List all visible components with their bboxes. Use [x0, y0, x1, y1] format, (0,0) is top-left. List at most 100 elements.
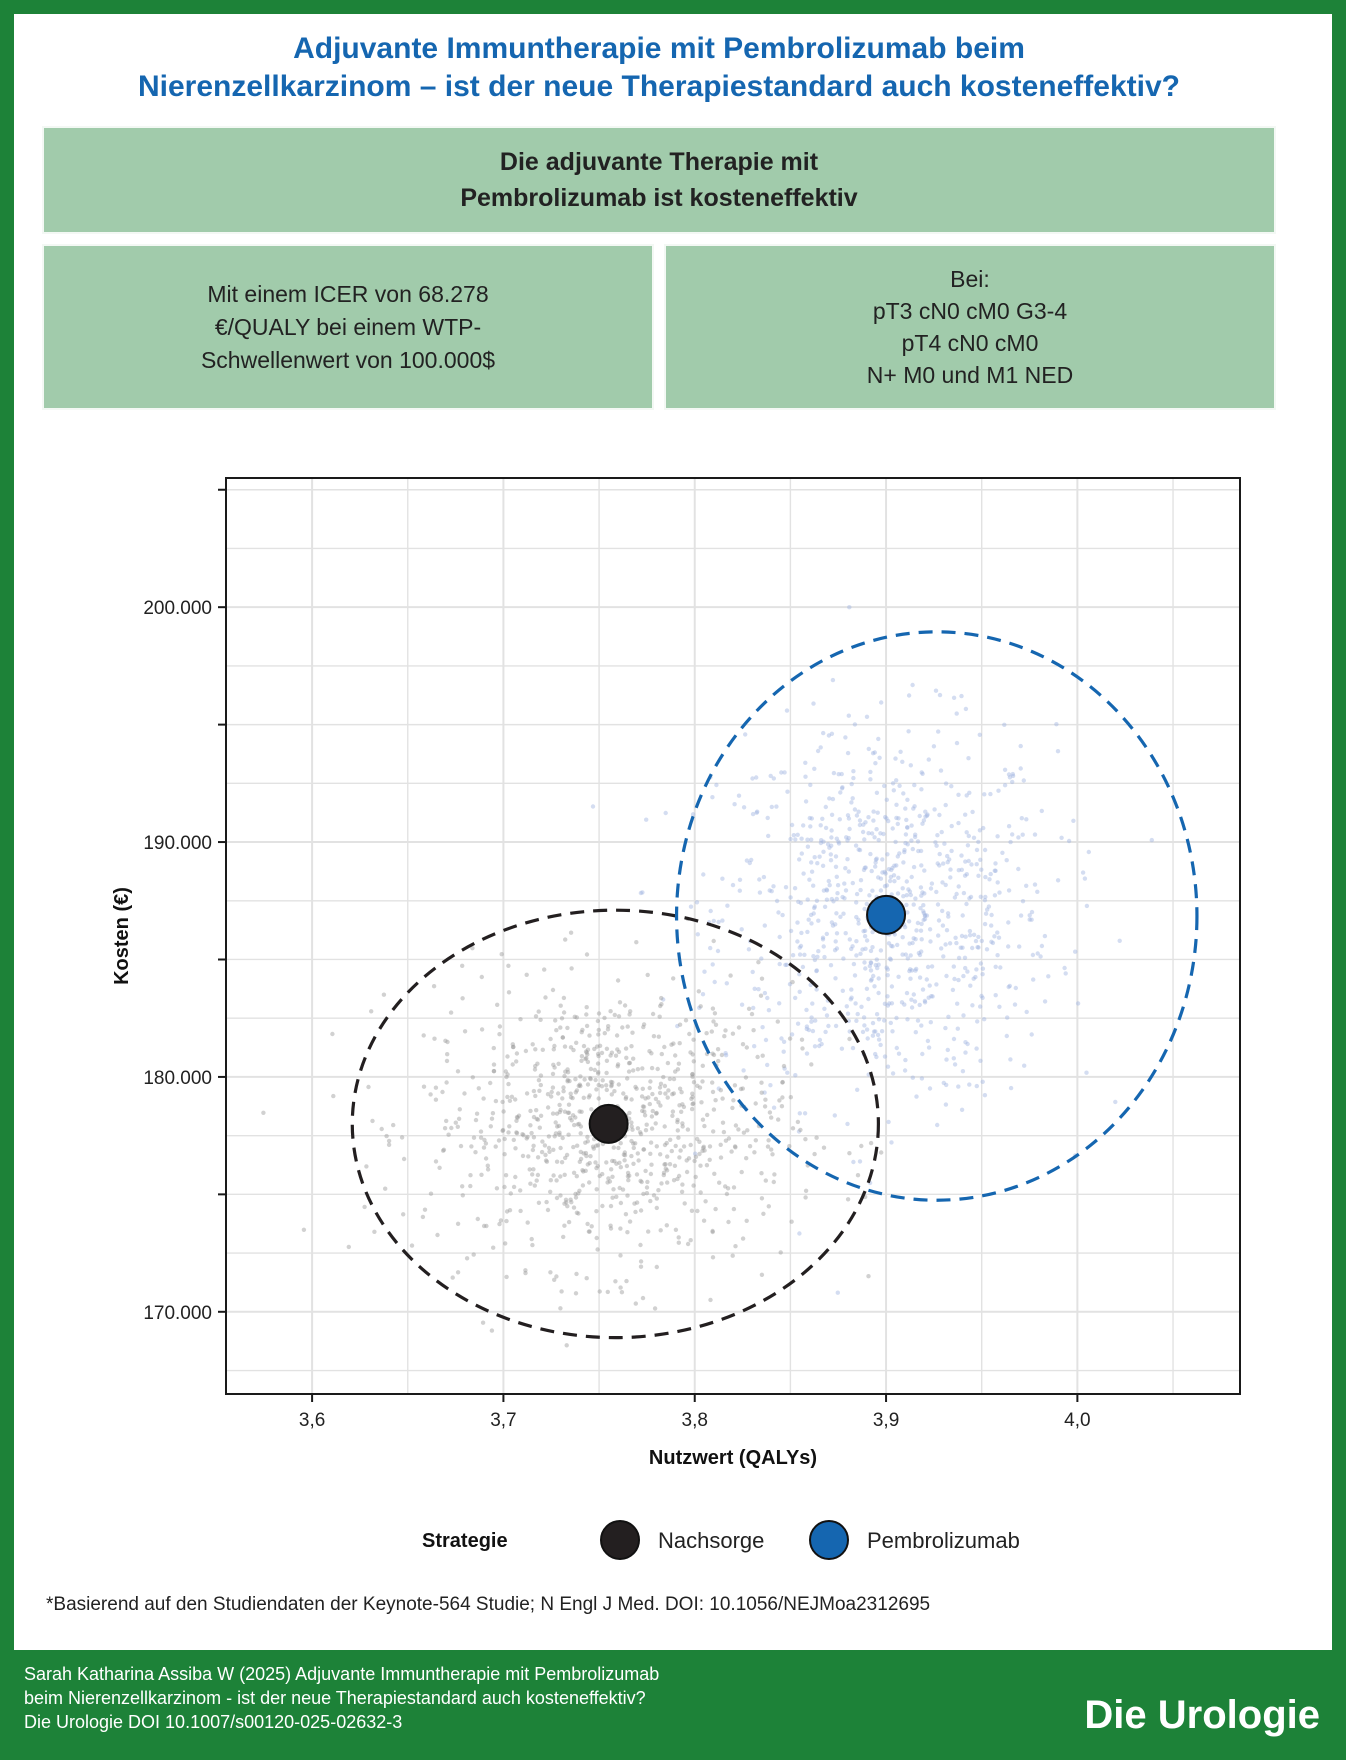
- scatter-point: [831, 770, 837, 776]
- scatter-point: [579, 1058, 584, 1064]
- scatter-point: [671, 1041, 676, 1046]
- scatter-point: [793, 995, 798, 1001]
- scatter-point: [982, 1017, 987, 1022]
- scatter-point: [1082, 876, 1088, 881]
- scatter-point: [386, 1142, 392, 1148]
- scatter-point: [422, 1207, 428, 1212]
- scatter-point: [530, 1242, 535, 1248]
- scatter-point: [940, 880, 945, 885]
- scatter-point: [710, 795, 715, 800]
- scatter-point: [801, 823, 806, 828]
- scatter-point: [951, 695, 957, 700]
- scatter-point: [862, 865, 867, 870]
- scatter-point: [559, 1016, 565, 1021]
- scatter-point: [659, 1181, 664, 1186]
- scatter-point: [506, 1130, 511, 1135]
- scatter-point: [528, 1108, 533, 1114]
- scatter-point: [561, 995, 567, 1001]
- scatter-point: [798, 1127, 803, 1133]
- scatter-point: [805, 837, 810, 842]
- scatter-point: [712, 979, 717, 985]
- scatter-point: [1117, 938, 1122, 943]
- scatter-point: [770, 1152, 775, 1157]
- scatter-point: [894, 1015, 899, 1021]
- scatter-point: [546, 1145, 552, 1151]
- scatter-point: [769, 889, 774, 894]
- scatter-point: [836, 839, 841, 844]
- scatter-point: [621, 1091, 626, 1096]
- scatter-point: [866, 831, 871, 836]
- scatter-point: [585, 1047, 591, 1052]
- scatter-point: [614, 1161, 619, 1166]
- scatter-point: [730, 1253, 735, 1258]
- scatter-point: [585, 1082, 591, 1087]
- scatter-point: [564, 1152, 570, 1158]
- scatter-point: [955, 1026, 960, 1031]
- scatter-point: [520, 1153, 526, 1159]
- scatter-point: [638, 1259, 644, 1264]
- scatter-point: [903, 840, 908, 846]
- scatter-point: [718, 1142, 723, 1148]
- conclusion-box: Die adjuvante Therapie mit Pembrolizumab…: [42, 126, 1276, 234]
- scatter-point: [864, 938, 870, 943]
- scatter-point: [711, 938, 716, 944]
- scatter-point: [944, 1082, 949, 1088]
- scatter-point: [506, 963, 511, 968]
- conclusion-line-2: Pembrolizumab ist kosteneffektiv: [460, 184, 858, 212]
- scatter-point: [704, 1163, 710, 1168]
- scatter-point: [626, 1061, 632, 1066]
- scatter-point: [573, 1077, 578, 1082]
- scatter-point: [562, 1201, 567, 1206]
- scatter-point: [690, 1072, 695, 1077]
- scatter-point: [859, 1004, 864, 1009]
- scatter-point: [556, 1091, 561, 1096]
- scatter-point: [632, 1201, 637, 1206]
- scatter-point: [968, 983, 973, 988]
- scatter-point: [797, 989, 802, 994]
- scatter-point: [638, 1264, 644, 1269]
- scatter-point: [891, 873, 897, 878]
- scatter-point: [435, 1232, 440, 1238]
- scatter-point: [569, 966, 574, 971]
- scatter-point: [833, 864, 839, 869]
- scatter-point: [554, 1178, 559, 1183]
- scatter-point: [890, 944, 895, 949]
- scatter-point: [695, 1208, 700, 1214]
- scatter-point: [932, 807, 937, 812]
- scatter-point: [781, 1049, 786, 1054]
- x-tick-label: 3,6: [299, 1410, 325, 1431]
- scatter-point: [565, 1025, 570, 1031]
- scatter-point: [937, 692, 943, 698]
- scatter-point: [661, 997, 666, 1002]
- scatter-point: [826, 1023, 831, 1029]
- scatter-point: [904, 893, 909, 898]
- scatter-point: [906, 887, 911, 892]
- scatter-point: [868, 1140, 874, 1146]
- scatter-point: [780, 912, 785, 918]
- scatter-point: [962, 955, 968, 960]
- scatter-point: [860, 829, 866, 835]
- scatter-point: [774, 898, 780, 904]
- scatter-point: [667, 1076, 673, 1082]
- scatter-point: [849, 946, 854, 952]
- scatter-point: [847, 826, 852, 832]
- scatter-point: [866, 1274, 871, 1279]
- scatter-point: [552, 1043, 557, 1049]
- scatter-point: [896, 816, 901, 821]
- scatter-point: [859, 1143, 864, 1149]
- scatter-point: [556, 1061, 561, 1067]
- scatter-point: [817, 1043, 822, 1049]
- scatter-point: [665, 1060, 671, 1066]
- scatter-point: [437, 1165, 442, 1171]
- scatter-point: [763, 1037, 769, 1043]
- scatter-point: [845, 1011, 851, 1016]
- scatter-point: [484, 1223, 489, 1229]
- scatter-point: [612, 1089, 617, 1094]
- scatter-point: [750, 811, 756, 817]
- scatter-point: [604, 1087, 609, 1093]
- scatter-point: [440, 1089, 445, 1095]
- scatter-point: [575, 1143, 580, 1148]
- scatter-point: [752, 1150, 757, 1155]
- y-axis-title: Kosten (€): [111, 887, 133, 985]
- scatter-point: [863, 946, 868, 951]
